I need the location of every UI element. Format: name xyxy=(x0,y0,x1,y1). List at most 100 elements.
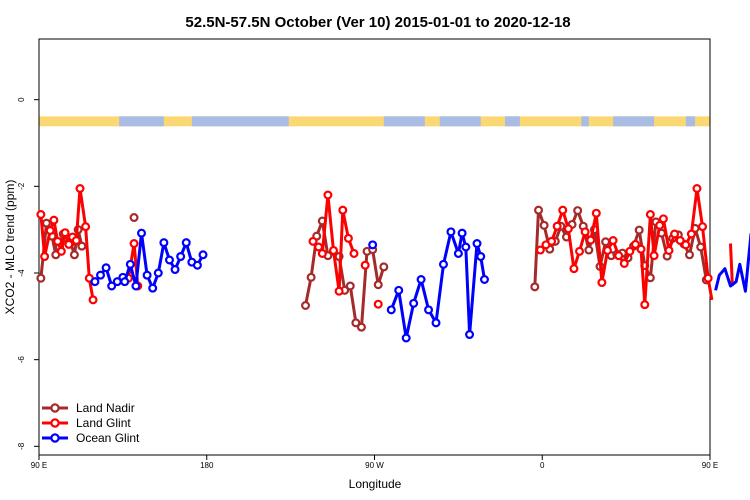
series-land-glint xyxy=(36,184,734,310)
data-point xyxy=(334,286,344,296)
data-point xyxy=(614,251,624,261)
data-point xyxy=(675,236,685,246)
data-point xyxy=(703,273,713,283)
data-point xyxy=(465,330,475,340)
data-point xyxy=(373,299,383,309)
data-point xyxy=(308,236,318,246)
data-point xyxy=(88,295,98,305)
data-point xyxy=(584,245,594,255)
data-point xyxy=(314,242,324,252)
data-point xyxy=(453,249,463,259)
data-point xyxy=(45,226,55,236)
data-point xyxy=(345,281,355,291)
data-point xyxy=(563,224,573,234)
series-line xyxy=(533,208,708,287)
data-point xyxy=(96,270,106,280)
data-point xyxy=(630,239,640,249)
data-point xyxy=(625,246,635,256)
data-point xyxy=(619,258,629,268)
data-point xyxy=(431,318,441,328)
data-point xyxy=(368,240,378,250)
data-point xyxy=(142,270,152,280)
data-point xyxy=(36,210,46,220)
x-tick-label: 90 W xyxy=(365,461,384,470)
data-point xyxy=(597,278,607,288)
x-tick-label: 0 xyxy=(540,461,545,470)
data-point xyxy=(129,213,139,223)
data-point xyxy=(670,229,680,239)
band-ocean xyxy=(504,116,520,127)
data-point xyxy=(569,264,579,274)
data-point xyxy=(176,252,186,262)
band-ocean xyxy=(383,116,425,127)
data-point xyxy=(328,245,338,255)
data-point xyxy=(125,259,135,269)
data-point xyxy=(41,218,51,228)
data-point xyxy=(446,227,456,237)
x-tick-label: 90 E xyxy=(702,461,718,470)
data-point xyxy=(129,239,139,249)
data-point xyxy=(416,275,426,285)
data-point xyxy=(438,259,448,269)
data-point xyxy=(686,229,696,239)
band-ocean xyxy=(613,116,655,127)
band-ocean xyxy=(191,116,289,127)
data-point xyxy=(351,318,361,328)
data-point xyxy=(56,246,66,256)
x-axis: 90 E 180 90 W 0 90 E xyxy=(31,455,718,470)
data-point xyxy=(71,236,81,246)
data-point xyxy=(120,277,130,287)
data-point xyxy=(77,241,87,251)
data-point xyxy=(90,277,100,287)
y-axis-label: XCO2 - MLO trend (ppm) xyxy=(3,180,17,315)
data-point xyxy=(64,239,74,249)
data-point xyxy=(137,228,147,238)
data-point xyxy=(60,228,70,238)
data-point xyxy=(692,184,702,194)
surface-type-band xyxy=(39,116,710,127)
series-ocean-glint xyxy=(90,227,750,343)
data-point xyxy=(317,249,327,259)
legend-label: Ocean Glint xyxy=(76,431,140,445)
data-point xyxy=(655,220,665,230)
data-point xyxy=(349,249,359,259)
data-point xyxy=(547,236,557,246)
data-point xyxy=(198,250,208,260)
legend-marker xyxy=(50,418,60,428)
data-point xyxy=(573,206,583,216)
band-ocean xyxy=(119,116,164,127)
data-point xyxy=(472,239,482,249)
data-point xyxy=(159,238,169,248)
data-point xyxy=(649,251,659,261)
x-tick-label: 180 xyxy=(200,461,214,470)
data-point xyxy=(530,282,540,292)
data-point xyxy=(575,246,585,256)
data-point xyxy=(401,333,411,343)
x-axis-label: Longitude xyxy=(349,477,402,491)
data-point xyxy=(534,205,544,215)
data-point xyxy=(81,222,91,232)
y-tick-label: -2 xyxy=(17,182,26,190)
legend-marker xyxy=(50,433,60,443)
data-point xyxy=(479,275,489,285)
data-point xyxy=(636,244,646,254)
data-point xyxy=(323,190,333,200)
data-point xyxy=(386,305,396,315)
data-point xyxy=(586,235,596,245)
data-point xyxy=(634,225,644,235)
data-point xyxy=(360,260,370,270)
data-point xyxy=(552,221,562,231)
x-tick-label: 90 E xyxy=(31,461,47,470)
data-point xyxy=(131,281,141,291)
data-point xyxy=(591,208,601,218)
data-point xyxy=(101,263,111,273)
band-ocean xyxy=(685,116,696,127)
data-point xyxy=(580,227,590,237)
data-point xyxy=(698,222,708,232)
y-tick-label: 0 xyxy=(17,97,26,102)
data-point xyxy=(338,205,348,215)
data-point xyxy=(356,322,366,332)
data-point xyxy=(36,273,46,283)
